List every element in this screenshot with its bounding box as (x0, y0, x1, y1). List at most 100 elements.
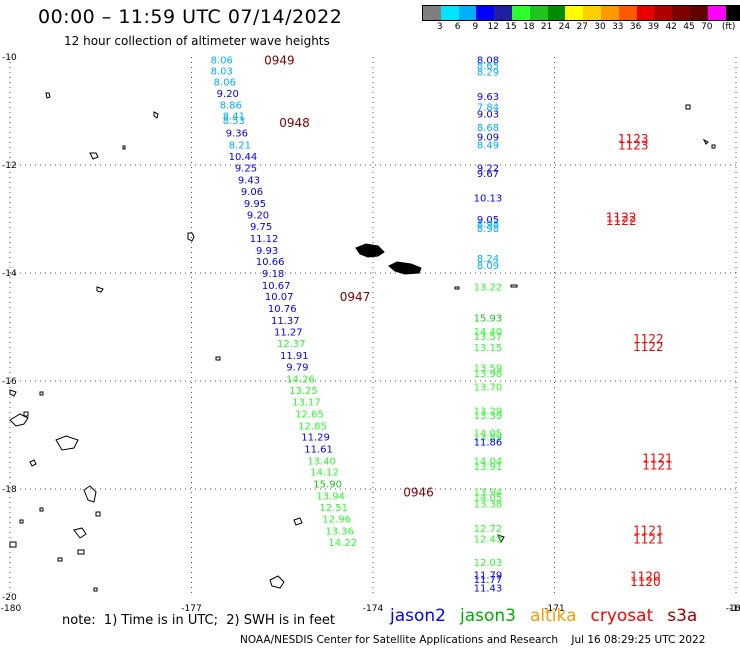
swh-label-track-b: 11.43 (474, 583, 503, 594)
island-outline (153, 111, 159, 119)
swh-label-track-a: 8.86 (220, 101, 242, 112)
colorbar-label: 39 (647, 22, 660, 32)
island-outline (388, 261, 422, 275)
island-outline (711, 144, 716, 149)
island-outline (77, 549, 85, 555)
colorbar-swatch (600, 6, 619, 20)
swh-label-track-b: 9.67 (477, 169, 499, 180)
swh-label-track-a: 8.03 (211, 67, 233, 78)
swh-label-track-a: 9.20 (247, 211, 269, 222)
swh-label-track-b: 8.29 (477, 68, 499, 79)
pass-time-label: 1121 (642, 459, 673, 473)
swh-label-track-a: 14.22 (328, 538, 357, 549)
x-tick-label: -180 (1, 604, 22, 614)
wave-height-labels: 8.068.038.069.208.868.418.539.368.2110.4… (211, 56, 503, 595)
island-outline (215, 356, 221, 361)
swh-label-track-a: 8.21 (229, 140, 251, 151)
swh-label-track-b: 8.49 (477, 140, 499, 151)
colorbar-label: 18 (523, 22, 535, 32)
colorbar-swatch (494, 6, 512, 20)
colorbar-swatch (547, 6, 566, 20)
island-outline (93, 587, 98, 592)
island-outline (73, 527, 87, 539)
credit-text: NOAA/NESDIS Center for Satellite Applica… (240, 634, 706, 646)
swh-label-track-a: 12.51 (319, 503, 348, 514)
swh-label-track-a: 10.44 (229, 152, 258, 163)
colorbar-label: 3 (436, 22, 443, 32)
swh-label-track-b: 13.22 (474, 283, 503, 294)
island-outline (293, 517, 303, 526)
swh-label-track-b: 8.08 (477, 56, 499, 67)
island-outline (23, 411, 29, 417)
swh-label-track-a: 11.27 (274, 327, 303, 338)
colorbar-label: 6 (454, 22, 461, 32)
swh-label-track-a: 12.65 (295, 409, 324, 420)
swh-label-track-a: 11.61 (304, 445, 333, 456)
pass-time-label: 0949 (264, 54, 295, 68)
island-outline (45, 92, 51, 99)
note-text: note: 1) Time is in UTC; 2) SWH is in fe… (62, 613, 335, 628)
colorbar-label: 24 (558, 22, 571, 32)
island-outline (454, 286, 460, 290)
island-outline (39, 391, 44, 396)
swh-label-track-b: 9.22 (477, 164, 499, 175)
island-outline (355, 243, 385, 258)
island-outline (685, 104, 691, 110)
island-outline (39, 507, 44, 512)
swh-label-track-a: 9.36 (226, 129, 248, 140)
island-outline (9, 389, 17, 397)
x-tick-label: -16 (729, 604, 740, 614)
colorbar-swatch (672, 6, 690, 20)
island-outline (187, 232, 195, 242)
swh-label-track-b: 8.68 (477, 123, 499, 134)
swh-label-track-a: 13.40 (307, 456, 336, 467)
swh-label-track-b: 13.38 (474, 500, 503, 511)
pass-time-labels: 0949094809470946112311231122112211221122… (264, 54, 673, 589)
island-outline (9, 413, 29, 427)
colorbar-swatch (440, 6, 459, 20)
pass-time-label: 1121 (642, 452, 673, 466)
swh-label-track-a: 14.12 (310, 468, 339, 479)
swh-label-track-a: 12.37 (277, 339, 306, 350)
island-outline (29, 459, 37, 467)
swh-label-track-b: 8.98 (477, 219, 499, 230)
swh-label-track-a: 13.94 (316, 491, 345, 502)
swh-label-track-b: 15.93 (474, 313, 503, 324)
swh-label-track-a: 12.85 (298, 421, 327, 432)
colorbar-label: 21 (540, 22, 553, 32)
swh-label-track-a: 11.37 (271, 316, 300, 327)
satellite-legend-item: altika (530, 606, 577, 626)
colorbar-label: 70 (701, 22, 713, 32)
colorbar-label: 9 (472, 22, 479, 32)
swh-label-track-b: 11.77 (474, 575, 503, 586)
swh-label-track-a: 9.25 (235, 164, 257, 175)
y-tick-label: -10 (2, 53, 17, 63)
y-tick-label: -16 (2, 377, 17, 387)
swh-label-track-b: 14.05 (474, 493, 503, 504)
swh-label-track-b: 12.03 (474, 558, 503, 569)
swh-label-track-b: 14.05 (474, 428, 503, 439)
pass-time-label: 1123 (618, 132, 649, 146)
island-outline (95, 511, 101, 517)
swh-label-track-b: 13.15 (474, 343, 503, 354)
swh-label-track-a: 8.06 (211, 56, 233, 67)
colorbar-swatch (511, 6, 530, 20)
swh-label-track-a: 14.26 (286, 374, 315, 385)
colorbar-swatch (654, 6, 673, 20)
satellite-legend-item: s3a (667, 606, 698, 626)
swh-label-track-a: 8.41 (223, 111, 245, 122)
colorbar-swatch (458, 6, 477, 20)
swh-label-track-b: 13.29 (474, 407, 503, 418)
pass-time-label: 1122 (606, 214, 637, 228)
colorbar-swatch (476, 6, 495, 20)
swh-label-track-b: 13.91 (474, 462, 503, 473)
island-outline (83, 485, 97, 503)
swh-label-track-b: 11.86 (474, 437, 503, 448)
pass-time-label: 1120 (630, 569, 661, 583)
island-outline (269, 575, 285, 589)
colorbar-label: 36 (629, 22, 642, 32)
colorbar-swatch (618, 6, 637, 20)
swh-label-track-a: 9.06 (241, 187, 263, 198)
pass-time-label: 1122 (633, 340, 664, 354)
